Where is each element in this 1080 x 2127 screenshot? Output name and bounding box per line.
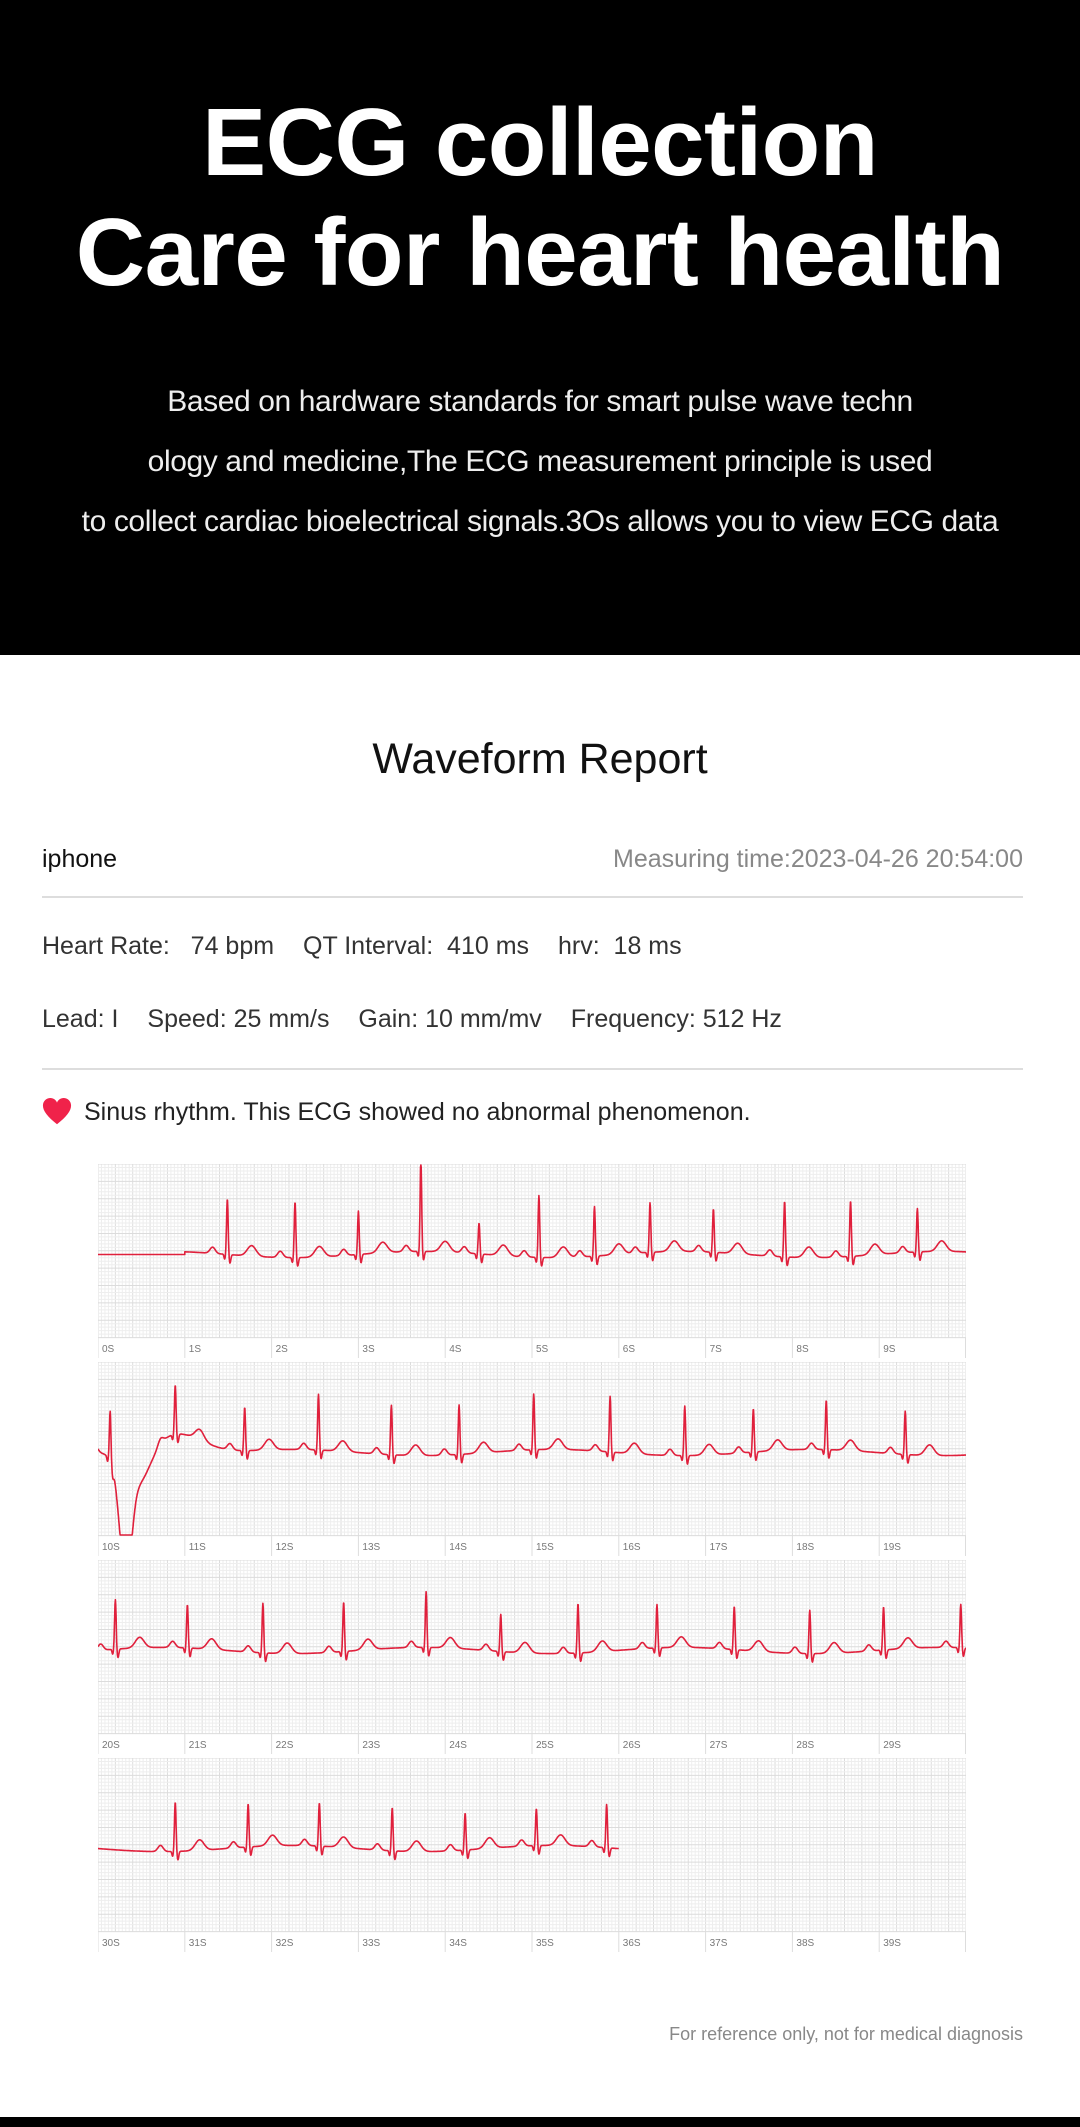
grid: [98, 1758, 966, 1933]
grid: [98, 1362, 966, 1537]
time-label: 17S: [710, 1542, 728, 1553]
time-label: 33S: [362, 1938, 380, 1949]
hero-title: ECG collection Care for heart health: [0, 88, 1080, 308]
device-name: iphone: [42, 845, 118, 873]
hero-subtitle: Based on hardware standards for smart pu…: [0, 372, 1080, 552]
grid: [98, 1560, 966, 1735]
ecg-strip: 0S 1S 2S 3S 4S 5S 6S 7S 8S 9S: [98, 1164, 966, 1358]
time-label: 20S: [102, 1740, 120, 1751]
time-label: 3S: [362, 1344, 375, 1355]
time-label: 30S: [102, 1938, 120, 1949]
grid: [98, 1164, 966, 1339]
time-label: 26S: [623, 1740, 641, 1751]
ecg-strip-svg: 0S 1S 2S 3S 4S 5S 6S 7S 8S 9S: [98, 1164, 966, 1358]
time-label: 10S: [102, 1542, 120, 1553]
time-label: 12S: [276, 1542, 294, 1553]
divider: [42, 896, 1023, 898]
hero-subtitle-line: to collect cardiac bioelectrical signals…: [81, 505, 999, 538]
params-row: Lead: I Speed: 25 mm/s Gain: 10 mm/mv Fr…: [42, 1005, 1023, 1034]
time-label: 34S: [449, 1938, 467, 1949]
ecg-trace: [98, 1590, 966, 1663]
ecg-strip: 20S 21S 22S 23S 24S 25S 26S 27S 28S 29S: [98, 1560, 966, 1754]
time-label: 19S: [883, 1542, 901, 1553]
ecg-strip-svg: 30S 31S 32S 33S 34S 35S 36S 37S 38S 39S: [98, 1758, 966, 1952]
time-label: 38S: [796, 1938, 814, 1949]
time-label: 29S: [883, 1740, 901, 1751]
time-label: 22S: [276, 1740, 294, 1751]
divider: [42, 1068, 1023, 1070]
time-label: 39S: [883, 1938, 901, 1949]
hero-banner: ECG collection Care for heart health Bas…: [0, 0, 1080, 655]
time-label: 32S: [276, 1938, 294, 1949]
time-label: 27S: [710, 1740, 728, 1751]
time-label: 28S: [796, 1740, 814, 1751]
time-label: 11S: [189, 1542, 206, 1553]
time-label: 16S: [623, 1542, 641, 1553]
time-label: 15S: [536, 1542, 554, 1553]
time-label: 8S: [796, 1344, 809, 1355]
hero-subtitle-line: ology and medicine,The ECG measurement p…: [147, 445, 933, 478]
time-label: 9S: [883, 1344, 896, 1355]
time-label: 18S: [796, 1542, 814, 1553]
time-label: 2S: [276, 1344, 289, 1355]
gain: Gain: 10 mm/mv: [358, 1005, 542, 1033]
time-label: 31S: [189, 1938, 207, 1949]
time-label: 5S: [536, 1344, 549, 1355]
time-label: 25S: [536, 1740, 554, 1751]
time-label: 13S: [362, 1542, 380, 1553]
time-label: 21S: [189, 1740, 207, 1751]
disclaimer: For reference only, not for medical diag…: [669, 2024, 1023, 2044]
time-label: 1S: [189, 1344, 202, 1355]
heart-rate: Heart Rate: 74 bpm: [42, 932, 275, 960]
time-label: 36S: [623, 1938, 641, 1949]
time-label: 0S: [102, 1344, 115, 1355]
time-label: 7S: [710, 1344, 723, 1355]
ecg-strip-svg: 10S 11S 12S 13S 14S 15S 16S 17S 18S 19S: [98, 1362, 966, 1556]
report-title: Waveform Report: [372, 735, 708, 783]
time-label: 6S: [623, 1344, 636, 1355]
lead: Lead: I: [42, 1005, 119, 1033]
result-row: Sinus rhythm. This ECG showed no abnorma…: [42, 1097, 1023, 1127]
qt-interval: QT Interval: 410 ms: [303, 932, 530, 960]
frequency: Frequency: 512 Hz: [570, 1005, 782, 1033]
ecg-chart: 0S 1S 2S 3S 4S 5S 6S 7S 8S 9S 10S 11S 12S 13S 14S 15S 16…: [98, 1164, 966, 1956]
hero-subtitle-line: Based on hardware standards for smart pu…: [167, 385, 913, 418]
time-label: 14S: [449, 1542, 467, 1553]
time-label: 37S: [710, 1938, 728, 1949]
ecg-trace: [98, 1802, 620, 1861]
hrv: hrv: 18 ms: [557, 932, 682, 960]
ecg-strip: 30S 31S 32S 33S 34S 35S 36S 37S 38S 39S: [98, 1758, 966, 1952]
hero-title-line: ECG collection: [202, 89, 878, 196]
ecg-strip-svg: 20S 21S 22S 23S 24S 25S 26S 27S 28S 29S: [98, 1560, 966, 1754]
stats-row: Heart Rate: 74 bpm QT Interval: 410 ms h…: [42, 932, 1023, 961]
speed: Speed: 25 mm/s: [147, 1005, 330, 1033]
ecg-trace: [98, 1385, 966, 1536]
ecg-trace: [98, 1164, 966, 1267]
time-label: 24S: [449, 1740, 467, 1751]
time-label: 35S: [536, 1938, 554, 1949]
result-text: Sinus rhythm. This ECG showed no abnorma…: [84, 1097, 751, 1126]
hero-title-line: Care for heart health: [75, 199, 1005, 306]
ecg-strip: 10S 11S 12S 13S 14S 15S 16S 17S 18S 19S: [98, 1362, 966, 1556]
measuring-time: Measuring time:2023-04-26 20:54:00: [613, 845, 1023, 873]
heart-icon: [42, 1097, 72, 1125]
time-label: 23S: [362, 1740, 380, 1751]
time-label: 4S: [449, 1344, 462, 1355]
bottom-bar: [0, 2117, 1080, 2127]
